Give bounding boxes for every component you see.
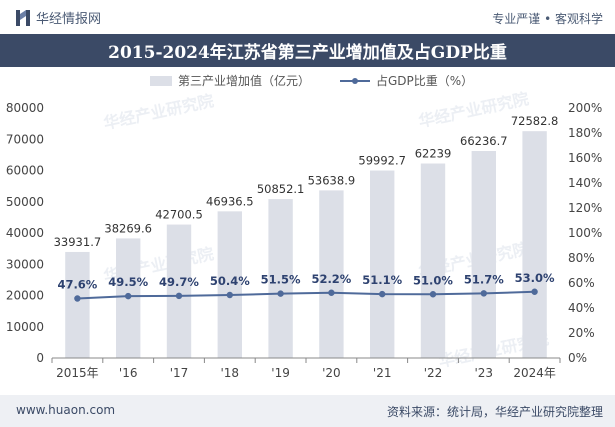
x-tick-label: '19 — [271, 366, 290, 380]
chart-title: 2015-2024年江苏省第三产业增加值及占GDP比重 — [108, 43, 507, 63]
ratio-point — [125, 292, 132, 300]
bar-value-label: 46936.5 — [206, 194, 254, 208]
bar-value-label: 72582.8 — [511, 114, 559, 128]
y-left-tick-label: 10000 — [6, 320, 44, 334]
bar — [319, 190, 344, 358]
bar-value-label: 38269.6 — [104, 221, 152, 235]
y-right-tick-label: 200% — [568, 101, 602, 115]
brand-name: 华经情报网 — [36, 12, 102, 27]
huajing-logo-icon — [16, 9, 30, 26]
y-right-tick-label: 60% — [568, 276, 595, 290]
ratio-value-label: 50.4% — [210, 274, 250, 288]
chart: 华经产业研究院华经产业研究院华经产业研究院华经产业研究院华经产业研究院第三产业增… — [6, 73, 603, 380]
bar-value-label: 42700.5 — [155, 208, 203, 222]
bar — [370, 170, 395, 358]
watermark-0: 华经产业研究院 — [102, 91, 216, 133]
brand[interactable]: 华经情报网 — [16, 8, 101, 27]
bar — [65, 251, 90, 358]
y-left-tick-label: 0 — [36, 351, 44, 365]
ratio-value-label: 49.7% — [159, 275, 199, 289]
ratio-value-label: 51.5% — [261, 273, 301, 287]
x-tick-label: 2024年 — [513, 366, 556, 380]
ratio-value-label: 51.0% — [413, 273, 453, 287]
ratio-point — [531, 288, 538, 295]
ratio-point — [480, 290, 487, 297]
header-bar: 华经情报网 专业严谨 • 客观科学 — [0, 0, 615, 34]
bar — [471, 151, 496, 358]
legend-bar-label: 第三产业增加值（亿元） — [178, 73, 310, 88]
footer-bar: www.huaon.com 资料来源：统计局，华经产业研究院整理 — [0, 395, 615, 427]
bar-value-label: 33931.7 — [54, 235, 102, 249]
y-left-tick-label: 80000 — [6, 101, 44, 115]
bar-value-label: 59992.7 — [358, 154, 406, 168]
y-left-tick-label: 70000 — [6, 132, 44, 146]
y-right-tick-label: 80% — [568, 251, 595, 265]
ratio-point — [429, 291, 437, 298]
ratio-line — [77, 290, 535, 300]
y-right-tick-label: 100% — [568, 226, 602, 240]
x-tick-label: '16 — [119, 366, 138, 380]
legend-line-marker — [352, 78, 358, 84]
x-tick-label: '20 — [322, 366, 341, 380]
y-left-tick-label: 30000 — [6, 257, 44, 271]
y-right-tick-label: 160% — [568, 151, 602, 165]
ratio-value-label: 51.7% — [464, 272, 504, 286]
source-note: 资料来源：统计局，华经产业研究院整理 — [386, 405, 603, 419]
x-tick-label: '23 — [475, 366, 494, 380]
y-left-tick-label: 60000 — [6, 164, 44, 178]
ratio-value-label: 47.6% — [57, 278, 97, 292]
bar — [268, 199, 293, 358]
y-right-tick-label: 40% — [568, 301, 595, 315]
x-tick-label: '18 — [221, 366, 240, 380]
y-left-tick-label: 20000 — [6, 289, 44, 303]
y-left-tick-label: 40000 — [6, 226, 44, 240]
slogan: 专业严谨 • 客观科学 — [492, 12, 603, 26]
x-tick-label: '17 — [170, 366, 189, 380]
y-right-tick-label: 120% — [568, 201, 602, 215]
y-left-tick-label: 50000 — [6, 195, 44, 209]
bar — [166, 224, 192, 358]
x-tick-label: '22 — [424, 366, 443, 380]
x-tick-label: 2015年 — [56, 366, 99, 380]
bar — [522, 131, 547, 358]
y-right-tick-label: 180% — [568, 126, 602, 140]
legend-bar-swatch — [150, 76, 172, 86]
ratio-point — [277, 290, 284, 297]
ratio-value-label: 53.0% — [515, 271, 555, 285]
bar — [217, 211, 242, 358]
ratio-point — [175, 292, 183, 300]
bar-value-label: 62239 — [415, 147, 452, 161]
ratio-point — [328, 289, 335, 296]
bar — [420, 163, 446, 358]
ratio-point — [74, 295, 81, 302]
y-right-tick-label: 0% — [568, 351, 587, 365]
y-right-tick-label: 20% — [568, 326, 595, 340]
ratio-value-label: 51.1% — [362, 273, 402, 287]
legend-line-label: 占GDP比重（%） — [376, 73, 473, 88]
ratio-value-label: 52.2% — [311, 272, 351, 286]
bar-value-label: 53638.9 — [308, 173, 356, 187]
bar-value-label: 50852.1 — [257, 182, 305, 196]
bar-value-label: 66236.7 — [460, 134, 508, 148]
x-tick-label: '21 — [373, 366, 392, 380]
website-link[interactable]: www.huaon.com — [16, 403, 116, 417]
ratio-point — [379, 290, 386, 298]
title-bar: 2015-2024年江苏省第三产业增加值及占GDP比重 — [0, 34, 615, 67]
ratio-point — [226, 291, 233, 299]
ratio-value-label: 49.5% — [108, 275, 148, 289]
y-right-tick-label: 140% — [568, 176, 602, 190]
